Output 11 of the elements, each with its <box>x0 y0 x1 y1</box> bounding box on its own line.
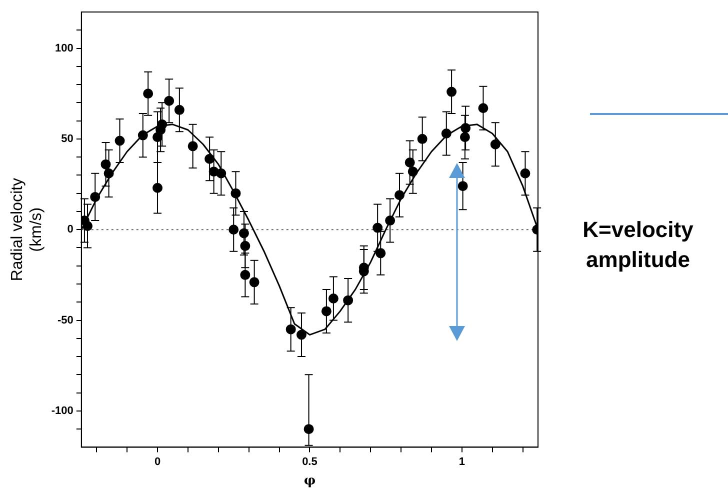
x-axis-title: φ <box>304 474 316 489</box>
y-tick-label: 0 <box>67 224 74 236</box>
y-tick-label: 50 <box>61 132 74 145</box>
x-tick-label: 0.5 <box>302 456 318 468</box>
y-tick-label: -100 <box>51 404 74 417</box>
x-tick-label: 1 <box>458 456 465 468</box>
y-tick-label: 100 <box>55 42 74 54</box>
x-tick-label: 0 <box>154 456 161 468</box>
y-tick-label: -50 <box>58 314 74 326</box>
y-axis-title: Radial velocity (km/s) <box>9 178 46 282</box>
text: K=velocity amplitude <box>582 216 694 274</box>
